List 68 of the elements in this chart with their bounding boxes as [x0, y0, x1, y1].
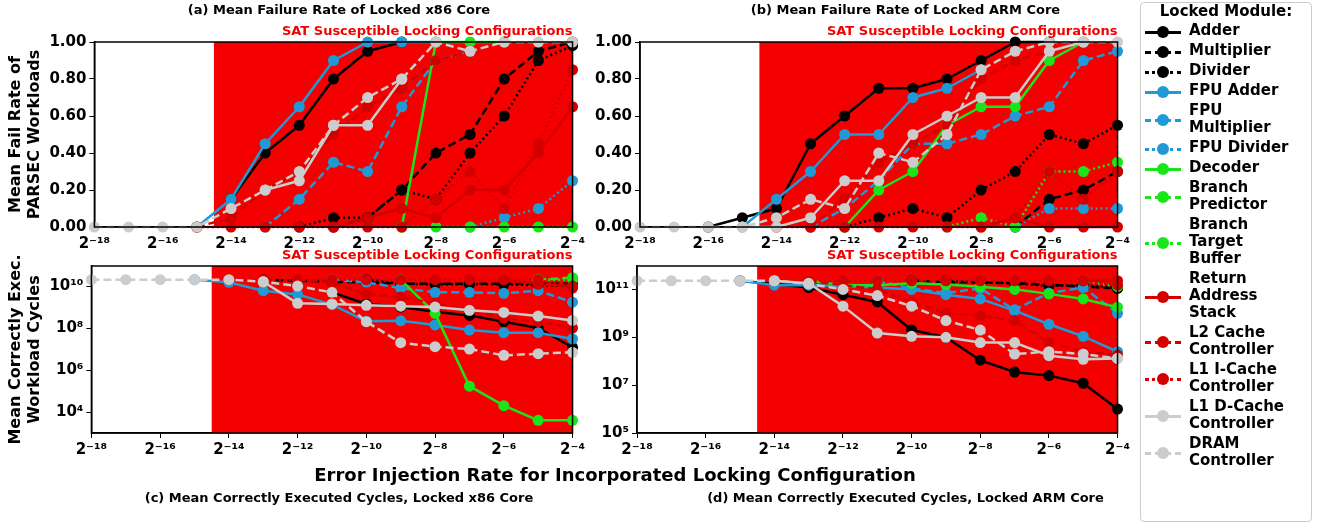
y-tick-label: 1.00: [49, 31, 87, 50]
legend-label: Adder: [1189, 21, 1241, 39]
chart-title: (a) Mean Failure Rate of Locked x86 Core: [186, 2, 492, 17]
x-tick-label: 2⁻¹⁸: [78, 233, 111, 252]
legend-label: FPU Divider: [1189, 138, 1290, 156]
text: (d) Mean Correctly Executed Cycles, Locked ARM Core: [706, 490, 1105, 505]
x-tick-label: 2⁻¹⁴: [213, 439, 245, 458]
x-tick-label: 2⁻¹²: [281, 439, 314, 458]
y-tick-label: 1.00: [594, 31, 633, 50]
chart-title: (b) Mean Failure Rate of Locked ARM Core: [749, 2, 1062, 17]
y-tick-label: 0.80: [49, 68, 87, 87]
x-tick-label: 2⁻¹⁰: [350, 439, 383, 458]
x-tick-label: 2⁻¹⁸: [624, 233, 656, 252]
y-tick-label: 10⁸: [55, 317, 84, 336]
y-tick-label: 0.00: [594, 216, 633, 235]
y-tick-label: 0.60: [49, 105, 87, 124]
x-tick-label: 2⁻¹⁴: [758, 439, 791, 458]
x-tick-label: 2⁻¹⁸: [75, 439, 108, 458]
text: (c) Mean Correctly Executed Cycles, Locked x86 Core: [143, 490, 535, 505]
x-tick-label: 2⁻¹⁶: [146, 233, 179, 252]
x-tick-label: 2⁻⁴: [1105, 233, 1131, 252]
legend-label: Multiplier: [1189, 41, 1272, 59]
legend-label: DRAM Controller: [1189, 434, 1275, 469]
y-tick-label: 0.80: [594, 68, 633, 87]
y-tick-label: 10⁶: [55, 359, 84, 378]
x-tick-label: 2⁻¹⁴: [760, 233, 793, 252]
legend-label: L2 Cache Controller: [1189, 323, 1275, 358]
y-tick-label: 0.20: [49, 179, 87, 198]
y-tick-label: 10¹¹: [595, 279, 630, 298]
y-axis-title: Mean Correctly Exec. Workload Cycles: [4, 254, 43, 445]
x-tick-label: 2⁻¹⁶: [692, 233, 724, 252]
y-tick-label: 10⁵: [601, 422, 630, 441]
y-tick-label: 10⁴: [55, 401, 84, 420]
legend-label: FPU Adder: [1189, 81, 1280, 99]
y-axis-title: Mean Fail Rate of PARSEC Workloads: [4, 49, 43, 220]
x-axis-title: Error Injection Rate for Incorporated Locking Configuration: [313, 464, 917, 485]
legend-label: L1 I-Cache Controller: [1189, 360, 1278, 395]
legend-label: Branch Predictor: [1189, 178, 1269, 213]
legend-label: Divider: [1189, 61, 1251, 79]
band-label: SAT Susceptible Locking Configurations: [826, 22, 1118, 38]
x-tick-label: 2⁻⁸: [422, 439, 448, 458]
x-tick-label: 2⁻⁴: [560, 233, 586, 252]
legend-label: L1 D-Cache Controller: [1189, 397, 1286, 432]
x-tick-label: 2⁻⁶: [1036, 439, 1062, 458]
x-tick-label: 2⁻¹⁰: [895, 439, 928, 458]
y-tick-label: 10⁹: [601, 327, 630, 346]
x-tick-label: 2⁻⁶: [491, 439, 517, 458]
y-tick-label: 0.40: [594, 142, 633, 161]
y-tick-label: 0.40: [49, 142, 87, 161]
x-tick-label: 2⁻¹⁶: [144, 439, 176, 458]
x-tick-label: 2⁻¹⁸: [621, 439, 653, 458]
legend-label: Return Address Stack: [1189, 269, 1259, 321]
y-tick-label: 10¹⁰: [49, 275, 84, 294]
x-tick-label: 2⁻⁴: [560, 439, 586, 458]
x-tick-label: 2⁻¹²: [827, 439, 859, 458]
legend-label: FPU Multiplier: [1189, 101, 1272, 136]
x-tick-label: 2⁻⁴: [1105, 439, 1131, 458]
band-label: SAT Susceptible Locking Configurations: [281, 22, 573, 38]
x-tick-label: 2⁻¹⁴: [215, 233, 247, 252]
x-tick-label: 2⁻¹⁶: [689, 439, 722, 458]
x-tick-label: 2⁻⁸: [967, 439, 993, 458]
legend-title: Locked Module:: [1158, 2, 1294, 20]
legend-label: Decoder: [1189, 158, 1261, 176]
y-tick-label: 0.20: [594, 179, 633, 198]
legend-label: Branch Target Buffer: [1189, 215, 1250, 267]
y-tick-label: 0.00: [49, 216, 87, 235]
y-tick-label: 0.60: [594, 105, 633, 124]
y-tick-label: 10⁷: [601, 375, 630, 394]
